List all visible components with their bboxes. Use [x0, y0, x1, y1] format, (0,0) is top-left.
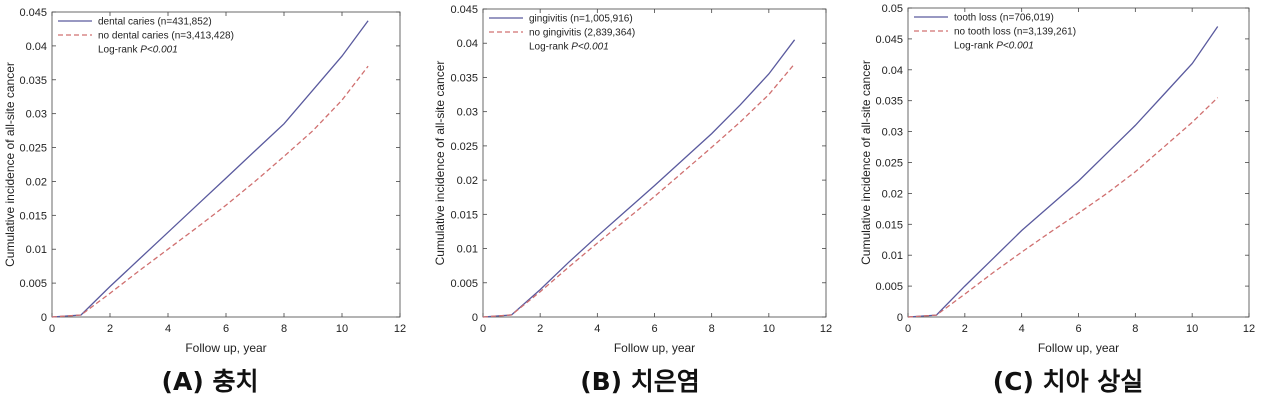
y-tick-label: 0.03: [457, 107, 478, 119]
legend-entry: no tooth loss (n=3,139,261): [954, 27, 1076, 38]
logrank-prefix: Log-rank: [529, 42, 571, 53]
y-tick-label: 0.02: [26, 176, 47, 188]
logrank-note: Log-rank P<0.001: [98, 45, 178, 56]
logrank-note: Log-rank P<0.001: [954, 41, 1034, 52]
y-tick-label: 0: [472, 312, 478, 324]
series-line-unexposed: [482, 63, 796, 318]
x-axis-label: Follow up, year: [1038, 341, 1119, 355]
legend-entry: gingivitis (n=1,005,916): [529, 14, 633, 25]
y-tick-label: 0.02: [882, 188, 903, 200]
y-axis-label: Cumulative incidence of all-site cancer: [433, 61, 447, 266]
y-axis-label: Cumulative incidence of all-site cancer: [3, 62, 17, 267]
y-tick-label: 0.015: [19, 210, 47, 222]
y-tick-label: 0.045: [450, 4, 478, 16]
x-tick-label: 2: [537, 323, 543, 335]
legend-entry: no dental caries (n=3,413,428): [98, 31, 234, 42]
x-tick-label: 10: [336, 323, 348, 335]
logrank-p-value: P<0.001: [140, 45, 178, 56]
series-line-exposed: [907, 26, 1219, 318]
x-axis-label: Follow up, year: [185, 341, 266, 355]
x-tick-label: 4: [1019, 323, 1025, 335]
panel-b: 0 2 4 6 8 10 12 0 0.005 0.01 0.015 0.02 0.025 0.03 0.0…: [430, 0, 850, 420]
y-tick-label: 0.01: [26, 244, 47, 256]
y-tick-label: 0.02: [457, 175, 478, 187]
series-line-exposed: [482, 39, 796, 318]
y-tick-label: 0.01: [457, 244, 478, 256]
y-tick-label: 0.045: [875, 34, 903, 46]
series-line-exposed: [51, 20, 369, 318]
x-tick-label: 8: [709, 323, 715, 335]
x-tick-label: 10: [1186, 323, 1198, 335]
x-tick-label: 6: [223, 323, 229, 335]
y-tick-label: 0.035: [450, 72, 478, 84]
x-tick-label: 6: [651, 323, 657, 335]
chart-c: 0 2 4 6 8 10 12 0 0.005 0.01 0.015 0.02 0.025 0.03 0.0…: [859, 3, 1255, 355]
x-tick-label: 6: [1075, 323, 1081, 335]
x-tick-label: 0: [480, 323, 486, 335]
y-tick-label: 0.025: [450, 141, 478, 153]
x-tick-label: 4: [594, 323, 600, 335]
caption-c: (C) 치아 상실: [992, 367, 1144, 396]
series-line-unexposed: [907, 97, 1219, 318]
logrank-p-value: P<0.001: [571, 42, 609, 53]
y-tick-label: 0.04: [457, 38, 478, 50]
chart-a: 0 2 4 6 8 10 12 0 0.005 0.01 0.015 0.02 0.025 0.03 0.0…: [3, 7, 406, 355]
caption-b: (B) 치은염: [580, 367, 700, 396]
panel-c: 0 2 4 6 8 10 12 0 0.005 0.01 0.015 0.02 0.025 0.03 0.0…: [856, 0, 1280, 420]
y-tick-label: 0.04: [882, 65, 903, 77]
logrank-prefix: Log-rank: [954, 41, 996, 52]
x-tick-label: 8: [281, 323, 287, 335]
y-tick-label: 0.035: [19, 75, 47, 87]
x-tick-label: 2: [962, 323, 968, 335]
y-axis-label: Cumulative incidence of all-site cancer: [859, 60, 873, 265]
series-line-unexposed: [51, 65, 369, 318]
y-tick-label: 0.03: [26, 109, 47, 121]
legend-entry: dental caries (n=431,852): [98, 17, 212, 28]
y-tick-label: 0.015: [450, 209, 478, 221]
y-tick-label: 0.01: [882, 250, 903, 262]
plot-frame: [51, 11, 401, 318]
y-tick-label: 0: [897, 312, 903, 324]
x-tick-label: 0: [49, 323, 55, 335]
y-tick-label: 0.025: [875, 158, 903, 170]
y-tick-label: 0.005: [450, 278, 478, 290]
y-tick-label: 0: [41, 312, 47, 324]
y-tick-label: 0.035: [875, 96, 903, 108]
logrank-p-value: P<0.001: [996, 41, 1034, 52]
legend-entry: no gingivitis (2,839,364): [529, 28, 635, 39]
x-tick-label: 12: [1243, 323, 1255, 335]
x-tick-label: 2: [107, 323, 113, 335]
chart-b: 0 2 4 6 8 10 12 0 0.005 0.01 0.015 0.02 0.025 0.03 0.0…: [433, 4, 832, 355]
x-tick-label: 0: [905, 323, 911, 335]
legend-entry: tooth loss (n=706,019): [954, 13, 1054, 24]
y-tick-label: 0.005: [19, 278, 47, 290]
y-tick-label: 0.04: [26, 41, 47, 53]
y-tick-label: 0.025: [19, 143, 47, 155]
x-axis-label: Follow up, year: [614, 341, 695, 355]
plot-frame: [482, 8, 827, 318]
x-tick-label: 10: [763, 323, 775, 335]
y-tick-label: 0.005: [875, 281, 903, 293]
x-tick-label: 4: [165, 323, 171, 335]
y-tick-label: 0.03: [882, 127, 903, 139]
y-tick-label: 0.05: [882, 3, 903, 15]
logrank-prefix: Log-rank: [98, 45, 140, 56]
x-tick-label: 12: [394, 323, 406, 335]
y-tick-label: 0.045: [19, 7, 47, 19]
logrank-note: Log-rank P<0.001: [529, 42, 609, 53]
panel-a: 0 2 4 6 8 10 12 0 0.005 0.01 0.015 0.02 0.025 0.03 0.0…: [0, 0, 420, 420]
caption-a: (A) 충치: [161, 367, 259, 396]
y-tick-label: 0.015: [875, 219, 903, 231]
x-tick-label: 8: [1132, 323, 1138, 335]
x-tick-label: 12: [820, 323, 832, 335]
